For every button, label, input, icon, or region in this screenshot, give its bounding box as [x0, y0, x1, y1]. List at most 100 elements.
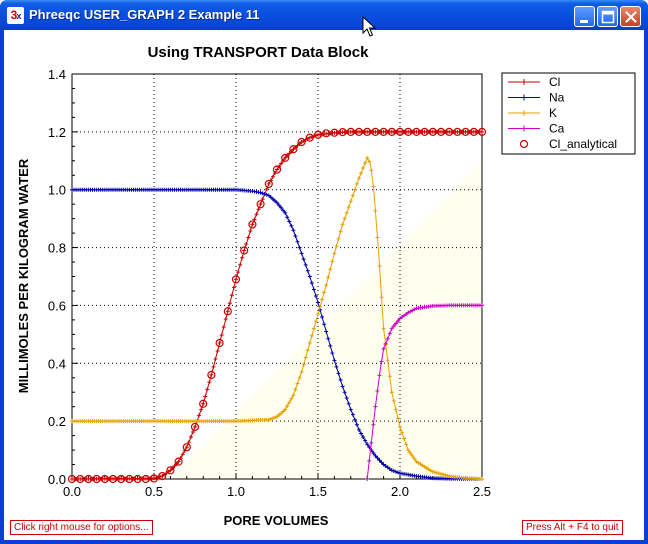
data-point-cl [160, 474, 165, 479]
legend-label-ca: Ca [549, 122, 565, 136]
data-point-k [391, 398, 396, 403]
data-point-cl [219, 333, 224, 338]
minimize-button[interactable] [574, 6, 595, 27]
title-bar[interactable]: 3x Phreeqc USER_GRAPH 2 Example 11 [0, 0, 648, 30]
data-point-cl [199, 407, 204, 412]
data-point-na [283, 210, 288, 215]
data-point-ca [412, 307, 417, 312]
plot-shading [170, 160, 482, 480]
data-point-k [281, 409, 286, 414]
data-point-k [350, 193, 355, 198]
data-point-na [293, 234, 298, 238]
data-point-cl [254, 212, 259, 217]
x-axis-label: PORE VOLUMES [224, 513, 329, 528]
data-point-cl-analytical [117, 474, 126, 484]
y-tick-label: 0.2 [48, 414, 66, 429]
x-tick-label: 1.0 [227, 484, 245, 499]
data-point-na [371, 450, 376, 455]
data-point-k [359, 171, 364, 176]
data-point-na [350, 412, 355, 417]
data-point-cl-analytical [363, 127, 372, 136]
data-point-k [385, 358, 390, 363]
data-point-na [277, 203, 282, 208]
series-na [70, 187, 484, 481]
chart-svg[interactable]: 0.0 0.5 1.0 1.5 2.0 2.5 0.0 0.2 0.4 0.6 0.8 1.0 1.2 1… [4, 30, 644, 540]
data-point-na [299, 251, 304, 256]
data-point-cl-analytical [248, 220, 257, 229]
data-point-na [258, 190, 263, 195]
data-point-na [357, 427, 361, 432]
data-point-cl-analytical [215, 338, 224, 348]
y-tick-label: 0.4 [48, 356, 66, 371]
series-k [70, 155, 484, 481]
data-point-k [412, 456, 417, 461]
close-button[interactable] [620, 6, 641, 27]
data-point-na [297, 245, 302, 250]
data-point-k [369, 168, 374, 173]
data-point-na [316, 300, 320, 305]
y-tick-label: 1.0 [48, 183, 66, 198]
data-point-k [410, 453, 415, 458]
data-point-cl-analytical [272, 165, 282, 174]
data-point-k [480, 477, 484, 481]
data-point-na [363, 438, 368, 443]
data-point-na [266, 193, 271, 198]
data-point-ca [389, 326, 394, 331]
data-point-cl-analytical [412, 127, 421, 136]
data-point-cl-analytical [453, 127, 462, 136]
legend-label-k: K [549, 106, 557, 120]
data-point-k [322, 290, 327, 295]
data-point-k [387, 374, 392, 379]
data-point-ca [369, 440, 374, 445]
data-point-k [268, 416, 273, 421]
data-point-k [398, 424, 402, 429]
data-point-na [326, 336, 331, 341]
data-point-cl-analytical [174, 457, 183, 466]
data-point-na [313, 294, 318, 299]
data-point-cl-analytical [461, 127, 470, 136]
data-point-k [279, 411, 284, 416]
data-point-cl [275, 167, 279, 172]
data-point-k [443, 473, 448, 478]
data-point-cl-analytical [477, 127, 487, 136]
data-point-cl [186, 440, 191, 445]
data-point-na [289, 223, 294, 228]
data-point-cl [295, 143, 300, 148]
data-point-na [373, 453, 378, 458]
data-point-cl-analytical [100, 474, 109, 484]
data-point-na [330, 351, 335, 356]
data-point-cl [480, 129, 484, 134]
data-point-cl [231, 285, 236, 290]
data-point-cl [203, 394, 208, 399]
data-point-cl [246, 235, 251, 240]
maximize-button[interactable] [597, 6, 618, 27]
graph-area[interactable]: 0.0 0.5 1.0 1.5 2.0 2.5 0.0 0.2 0.4 0.6 0.8 1.0 1.2 1… [4, 30, 644, 540]
data-point-k [301, 362, 306, 367]
data-point-cl [279, 161, 284, 166]
data-point-cl-analytical [207, 370, 216, 379]
data-point-cl [213, 356, 218, 361]
data-point-k [328, 267, 333, 272]
data-point-na [264, 192, 269, 197]
data-point-cl-analytical [379, 127, 388, 136]
data-point-k [420, 463, 425, 468]
data-point-na [320, 315, 325, 319]
data-point-na [295, 239, 300, 244]
legend-label-na: Na [549, 91, 565, 105]
phreeqc-app-icon[interactable]: 3x [7, 7, 24, 24]
data-point-cl [244, 241, 249, 246]
data-point-cl [291, 147, 296, 152]
data-point-cl [190, 429, 195, 434]
data-point-cl-analytical [445, 127, 454, 136]
data-point-k [404, 442, 409, 447]
chart-title: Using TRANSPORT Data Block [148, 44, 370, 61]
data-point-ca [367, 458, 372, 463]
data-point-cl-analytical [281, 153, 290, 162]
data-point-k [371, 184, 376, 189]
data-point-ca [373, 404, 378, 409]
options-hint[interactable]: Click right mouse for options... [10, 520, 153, 535]
legend-label-cl: Cl [549, 75, 560, 89]
data-point-na [324, 329, 329, 334]
data-point-cl [180, 452, 185, 457]
data-point-k [326, 275, 331, 280]
